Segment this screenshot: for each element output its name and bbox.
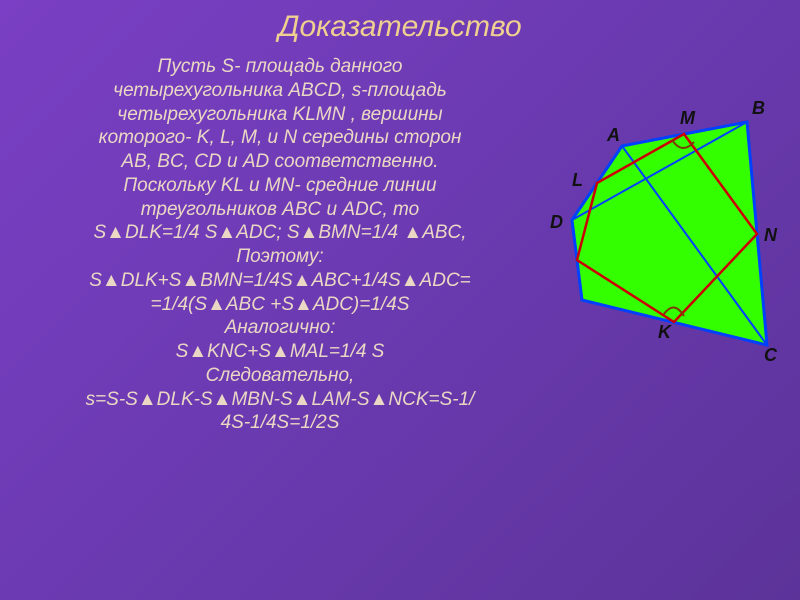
proof-line: которого- K, L, M, и N середины сторон [99,127,462,148]
vertex-label-b: B [752,98,765,119]
proof-line: S [93,222,106,243]
proof-line: BMN=1/4S [200,270,292,291]
proof-line: DLK-S [157,389,213,410]
proof-line: четырехугольника ABCD, s-площадь [113,80,447,101]
proof-line: s=S-S [86,389,138,410]
triangle-icon: ▲ [401,269,420,293]
proof-line: =1/4(S [151,294,208,315]
vertex-label-m: M [680,108,695,129]
proof-line: ABC, [422,222,466,243]
outer-quadrilateral [572,122,767,345]
vertex-label-k: K [658,322,671,343]
proof-line: LAM-S [311,389,369,410]
proof-line: ADC; S [236,222,299,243]
proof-line: DLK=1/4 S [125,222,217,243]
proof-line: DLK+S [121,270,182,291]
triangle-icon: ▲ [293,388,312,412]
proof-line: четырехугольника KLMN , вершины [117,104,442,125]
proof-line: Поскольку KL и MN- средние линии [123,175,436,196]
triangle-icon: ▲ [271,340,290,364]
proof-block: Пусть S- площадь данного четырехугольник… [10,55,550,435]
triangle-icon: ▲ [102,269,121,293]
triangle-icon: ▲ [106,221,125,245]
proof-line: ADC)=1/4S [313,294,410,315]
proof-line: ABC +S [226,294,294,315]
proof-line: NCK=S-1/ [388,389,474,410]
vertex-label-l: L [572,170,583,191]
triangle-icon: ▲ [217,221,236,245]
proof-line: MAL=1/4 S [290,341,385,362]
proof-line: Поэтому: [236,246,323,267]
vertex-label-d: D [550,212,563,233]
proof-line: KNC+S [207,341,271,362]
triangle-icon: ▲ [300,221,319,245]
vertex-label-a: A [607,125,620,146]
proof-line: Пусть S- площадь данного [158,56,403,77]
proof-line: BMN=1/4 [318,222,403,243]
geometry-diagram: A B C D K L M N [532,100,792,400]
proof-line: S [176,341,189,362]
triangle-icon: ▲ [188,340,207,364]
page-title: Доказательство [0,0,800,44]
proof-line: ABC+1/4S [311,270,400,291]
proof-line: ADC= [420,270,471,291]
proof-line: AB, BC, CD и AD соответственно. [121,151,438,172]
vertex-label-n: N [764,225,777,246]
triangle-icon: ▲ [403,221,422,245]
proof-line: треугольников ABC и ADC, то [141,199,419,220]
proof-line: 4S-1/4S=1/2S [221,412,340,433]
vertex-label-c: C [764,345,777,366]
triangle-icon: ▲ [370,388,389,412]
triangle-icon: ▲ [207,293,226,317]
proof-line: Следовательно, [206,365,355,386]
triangle-icon: ▲ [293,269,312,293]
triangle-icon: ▲ [213,388,232,412]
proof-line: S [89,270,102,291]
triangle-icon: ▲ [294,293,313,317]
triangle-icon: ▲ [181,269,200,293]
proof-line: Аналогично: [225,317,336,338]
triangle-icon: ▲ [138,388,157,412]
proof-line: MBN-S [231,389,292,410]
